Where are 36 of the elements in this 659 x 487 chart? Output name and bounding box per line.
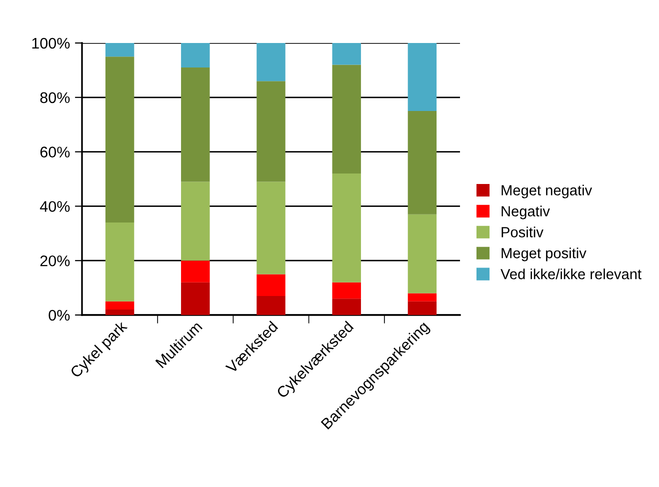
bar [332, 174, 361, 282]
legend-label: Meget positiv [502, 248, 586, 262]
legend-label: Negativ [502, 206, 550, 220]
bar [105, 56, 134, 223]
bar [332, 298, 361, 315]
bar [332, 43, 361, 65]
legend-label: Positiv [502, 226, 544, 238]
bar [105, 301, 134, 310]
bar [256, 296, 286, 315]
bar [408, 293, 437, 302]
bar [408, 43, 437, 111]
y-tick-label: 80% [40, 92, 70, 104]
bar [105, 43, 134, 57]
bar [408, 214, 437, 294]
bar [105, 222, 134, 302]
legend-label: Meget negativ [502, 184, 592, 198]
y-tick-label: 100% [32, 38, 70, 49]
bar [181, 43, 210, 68]
y-tick-label: 0% [48, 310, 70, 321]
bar [256, 81, 286, 182]
y-tick-label: 20% [40, 255, 70, 266]
bar [332, 64, 361, 174]
bar [181, 182, 210, 261]
bar [332, 282, 361, 299]
bar [181, 282, 210, 315]
legend-label: Ved ikke/ikke relevant [500, 268, 642, 280]
bar [181, 67, 210, 182]
y-tick-label: 40% [40, 201, 70, 212]
bar [181, 260, 210, 282]
bar [256, 274, 286, 296]
bar [105, 310, 134, 315]
bar [256, 43, 286, 82]
y-tick-label: 60% [40, 146, 70, 158]
bar [256, 182, 286, 274]
bar [408, 111, 437, 214]
bar [408, 301, 437, 315]
